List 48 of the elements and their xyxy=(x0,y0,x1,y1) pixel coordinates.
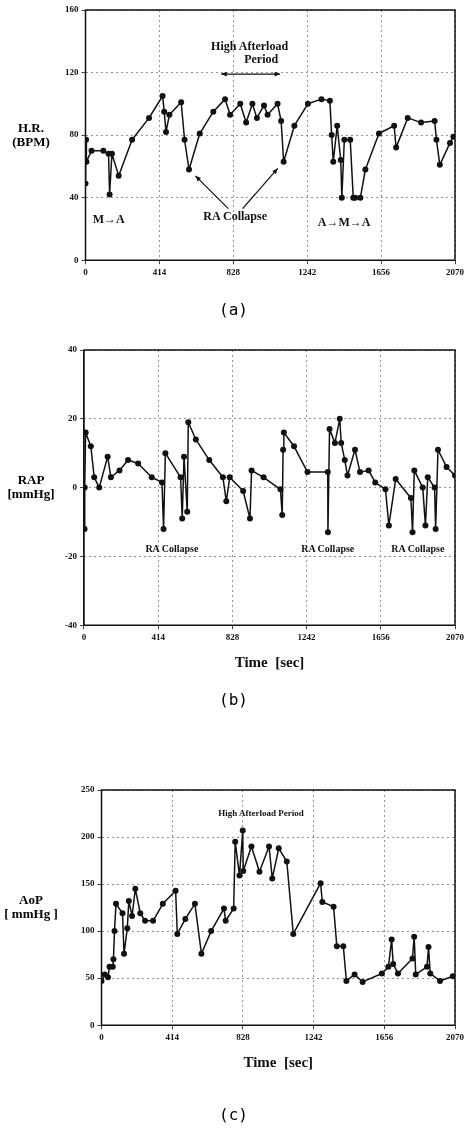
x-tick-label: 1656 xyxy=(372,266,391,277)
x-axis-title: Time [sec] xyxy=(234,653,305,670)
y-tick-label: 150 xyxy=(81,878,95,889)
x-tick-label: 1656 xyxy=(375,1031,394,1042)
x-tick-label: 414 xyxy=(152,266,167,277)
y-tick-label: 50 xyxy=(85,972,95,983)
x-tick-label: 1242 xyxy=(304,1031,324,1042)
y-tick-label: 0 xyxy=(90,1019,95,1030)
y-tick-label: 200 xyxy=(81,831,95,842)
x-tick-label: 0 xyxy=(99,1031,105,1042)
y-tick-label: 120 xyxy=(65,66,79,77)
x-tick-label: 828 xyxy=(225,631,240,642)
x-tick-label: 1656 xyxy=(371,631,391,642)
x-tick-label: 2070 xyxy=(446,631,465,642)
annotation: M→A xyxy=(92,212,126,227)
y-tick-label: 40 xyxy=(68,344,78,355)
x-tick-label: 414 xyxy=(165,1031,180,1042)
text: (a) xyxy=(218,300,249,319)
y-axis-title: AoP [ mmHg ] xyxy=(3,892,59,922)
y-tick-label: 250 xyxy=(81,784,95,795)
y-tick-label: 160 xyxy=(65,4,79,15)
x-tick-label: 1242 xyxy=(297,631,317,642)
y-tick-label: 100 xyxy=(81,925,95,936)
y-axis-title: H.R. (BPM) xyxy=(11,119,51,150)
y-tick-label: -40 xyxy=(65,619,78,630)
annotation: A→M→A xyxy=(317,214,371,229)
y-axis-title: RAP [mmHg] xyxy=(6,472,56,502)
x-tick-label: 1242 xyxy=(298,266,317,277)
annotation: RA Collapse xyxy=(391,543,445,555)
x-tick-label: 414 xyxy=(151,631,166,642)
x-axis-title: Time [sec] xyxy=(243,1053,314,1070)
text: (b) xyxy=(218,690,249,709)
y-tick-label: -20 xyxy=(65,550,78,561)
annotation: RA Collapse xyxy=(203,208,268,223)
x-tick-label: 828 xyxy=(236,1031,251,1042)
annotation: High Afterload Period xyxy=(218,807,304,818)
x-tick-label: 828 xyxy=(226,266,241,277)
annotation: RA Collapse xyxy=(301,543,355,555)
text: (c) xyxy=(218,1105,249,1124)
x-tick-label: 2070 xyxy=(446,266,465,277)
y-tick-label: 0 xyxy=(74,254,79,265)
annotation: RA Collapse xyxy=(145,543,200,555)
x-tick-label: 2070 xyxy=(446,1031,465,1042)
y-tick-label: 20 xyxy=(68,413,78,424)
y-tick-label: 40 xyxy=(69,191,79,202)
y-tick-label: 0 xyxy=(72,481,78,492)
annotation: High Afterload Period xyxy=(211,39,289,67)
y-tick-label: 80 xyxy=(69,129,79,140)
